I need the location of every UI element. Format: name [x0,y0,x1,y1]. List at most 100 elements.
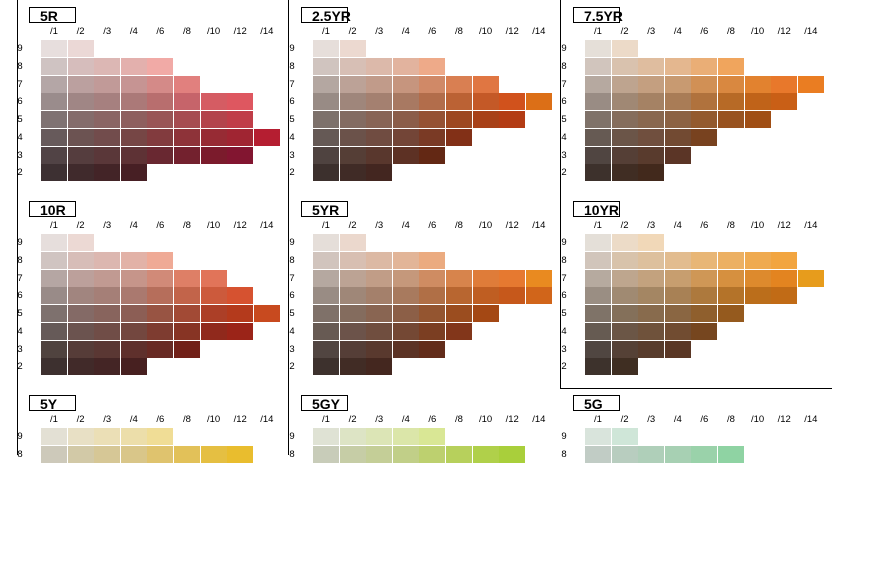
value-tick-label: 9 [17,237,23,248]
color-chip [174,287,201,306]
color-chip [771,287,799,306]
color-chip [392,57,420,76]
color-chip [611,322,639,341]
color-chip [313,75,340,94]
color-chip [41,305,68,323]
color-chip [120,269,148,288]
color-chip [94,322,122,341]
hue-panel-7-5yr: 7.5YR/1/2/3/4/6/8/10/12/14 9 8 7 6 5 4 3 2 [561,7,831,197]
color-chip [41,234,68,252]
color-chip [664,111,692,129]
color-chip [313,287,340,306]
color-chip [94,57,122,76]
color-chip [200,269,228,288]
color-chip [227,287,255,306]
chroma-tick-label: /10 [478,220,493,231]
value-tick-label: 8 [289,254,295,266]
chroma-tick-label: /3 [647,26,656,37]
color-chip [339,57,367,76]
color-chip [253,305,281,323]
color-chip [638,340,666,359]
color-chip [472,269,500,288]
chroma-tick-label: /6 [156,220,165,231]
color-chip [611,340,639,359]
color-chip [691,322,719,341]
color-chip [174,340,201,359]
color-chip [664,287,692,306]
color-chip [41,146,68,165]
chroma-tick-label: /14 [260,26,274,37]
color-chip [797,269,825,288]
hue-label: 5R [29,7,76,24]
color-chip [638,234,666,252]
color-chip [718,57,745,76]
color-chip [227,93,255,112]
color-chip [94,340,122,359]
color-chip [94,358,122,377]
chroma-tick-label: /4 [673,220,682,231]
color-chip [41,40,68,58]
color-chip [419,111,447,129]
color-chip [472,93,500,112]
color-chip [339,269,367,288]
color-chip [664,305,692,323]
color-chip [585,234,612,252]
chroma-tick-label: /10 [206,220,221,231]
value-tick-label: 2 [17,167,23,179]
color-chip [120,340,148,359]
chroma-tick-label: /6 [700,26,709,37]
value-tick-label: 7 [289,78,295,90]
chroma-tick-label: /10 [750,26,765,37]
hue-panel-2-5yr: 2.5YR/1/2/3/4/6/8/10/12/14 9 8 7 6 5 4 3 2 [289,7,559,197]
value-tick-label: 6 [17,290,23,302]
color-chip [392,305,420,323]
color-chip [147,128,175,147]
chroma-tick-label: /14 [260,220,274,231]
color-chip [611,128,639,147]
chroma-tick-label: /8 [183,414,191,425]
color-chip [419,128,447,147]
color-chip [174,269,201,288]
color-chip [525,287,553,306]
chroma-tick-label: /14 [532,220,546,231]
chroma-tick-label: /4 [401,414,410,425]
color-chip [227,322,255,341]
color-chip [664,75,692,94]
color-chip [94,93,122,112]
hue-label: 5GY [301,395,348,412]
value-tick-label: 5 [17,308,23,319]
color-chip [638,75,666,94]
value-tick-label: 3 [561,343,567,355]
color-chip [41,358,68,377]
chroma-tick-label: /1 [50,220,58,231]
value-tick-label: 4 [289,325,295,337]
hue-label: 5YR [301,201,348,218]
color-chip [771,251,799,270]
value-tick-label: 3 [289,149,295,161]
chroma-tick-label: /3 [375,414,384,425]
color-chip [638,251,666,270]
color-chip [339,75,367,94]
color-chip [718,269,745,288]
color-chip [611,251,639,270]
color-chip [446,93,473,112]
color-chip [41,164,68,183]
hue-label: 10YR [573,201,620,218]
color-chip [691,251,719,270]
hue-label: 10R [29,201,76,218]
color-chip [67,164,95,183]
chroma-tick-label: /12 [777,414,791,425]
color-chip [664,57,692,76]
color-chip [120,111,148,129]
chroma-tick-label: /2 [348,26,357,37]
color-chip [744,251,772,270]
chroma-tick-label: /10 [206,414,221,425]
chroma-tick-label: /3 [103,220,112,231]
color-chip [147,75,175,94]
color-chip [147,146,175,165]
hue-label: 2.5YR [301,7,351,24]
chroma-tick-label: /8 [183,220,191,231]
color-chip [147,57,175,76]
color-chip [499,111,527,129]
chroma-tick-label: /1 [322,26,330,37]
